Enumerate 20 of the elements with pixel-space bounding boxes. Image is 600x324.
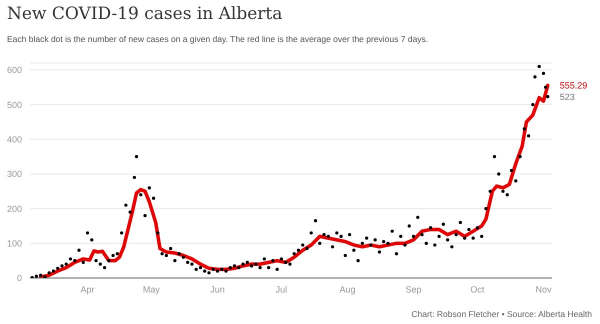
y-tick-label: 200 [6,204,22,214]
annotation: 523 [560,92,575,102]
y-tick-label: 600 [6,65,22,76]
x-tick-label: Apr [80,284,95,294]
y-tick-label: 0 [16,273,22,284]
x-tick-label: Oct [470,284,485,294]
annotation: 555.29 [560,80,588,91]
text: Chart: Robson Fletcher • Source: Alberta Health [411,309,592,319]
chart-title: New COVID-19 cases in Alberta [7,4,282,24]
x-tick-label: Sep [406,284,422,294]
x-tick-label: Jun [210,284,225,294]
chart-subtitle: Each black dot is the number of new cases on a given day. The red line is the average over the previous 7 days. [7,34,428,44]
y-tick-label: 500 [6,100,22,110]
y-tick-label: 100 [6,238,22,249]
x-tick-label: Aug [339,284,356,294]
y-tick-label: 300 [6,169,22,180]
x-tick-label: Jul [276,284,288,294]
y-tick-label: 400 [6,134,22,144]
x-tick-label: May [142,284,160,294]
x-tick-label: Nov [535,284,552,294]
